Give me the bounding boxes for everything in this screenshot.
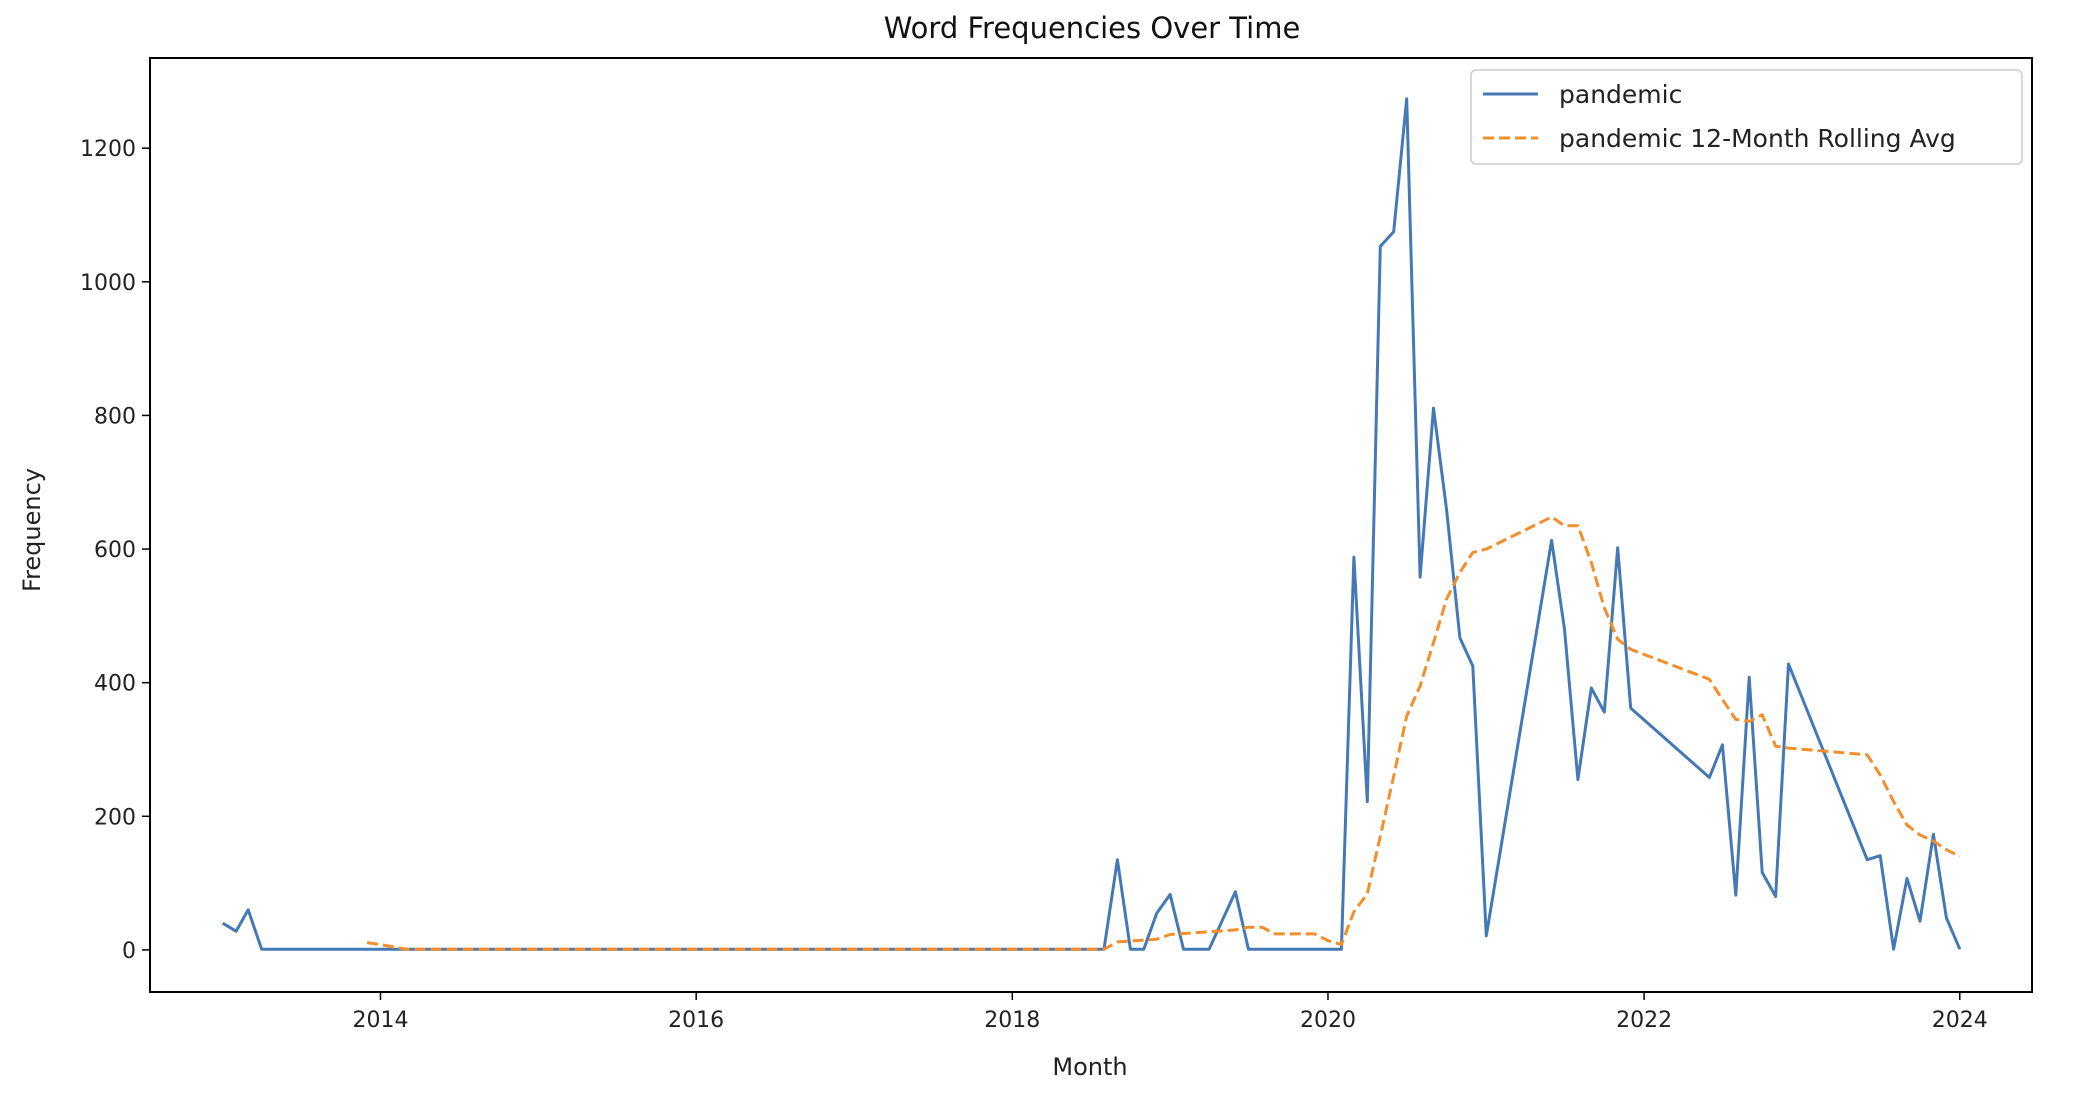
y-tick-label: 200 xyxy=(94,805,136,830)
y-axis-title: Frequency xyxy=(18,468,46,592)
legend-box xyxy=(1470,69,2023,165)
chart-title: Word Frequencies Over Time xyxy=(884,11,1301,45)
x-tick-label: 2024 xyxy=(1932,1008,1988,1033)
x-tick-label: 2020 xyxy=(1300,1008,1356,1033)
y-axis: 0 200 400 600 800 1000 1200 xyxy=(80,137,150,964)
x-axis: 2014 2016 2018 2020 2022 2024 xyxy=(352,992,1988,1033)
legend-label-rolling-avg: pandemic 12-Month Rolling Avg xyxy=(1559,124,1956,153)
x-tick-label: 2016 xyxy=(668,1008,724,1033)
y-tick-label: 400 xyxy=(94,672,136,697)
y-tick-label: 1200 xyxy=(80,137,136,162)
x-tick-label: 2022 xyxy=(1616,1008,1672,1033)
series-line-pandemic xyxy=(221,97,1962,951)
axes-frame xyxy=(149,57,2033,993)
legend-label-pandemic: pandemic xyxy=(1559,80,1682,109)
x-tick-label: 2018 xyxy=(984,1008,1040,1033)
y-tick-label: 800 xyxy=(94,404,136,429)
y-tick-label: 600 xyxy=(94,538,136,563)
y-tick-label: 0 xyxy=(122,939,136,964)
x-tick-label: 2014 xyxy=(352,1008,408,1033)
plot-area xyxy=(221,97,1962,951)
series-line-rolling-avg xyxy=(366,515,1961,951)
legend: pandemic pandemic 12-Month Rolling Avg xyxy=(1470,69,2023,165)
y-tick-label: 1000 xyxy=(80,271,136,296)
x-axis-title: Month xyxy=(1052,1053,1127,1081)
